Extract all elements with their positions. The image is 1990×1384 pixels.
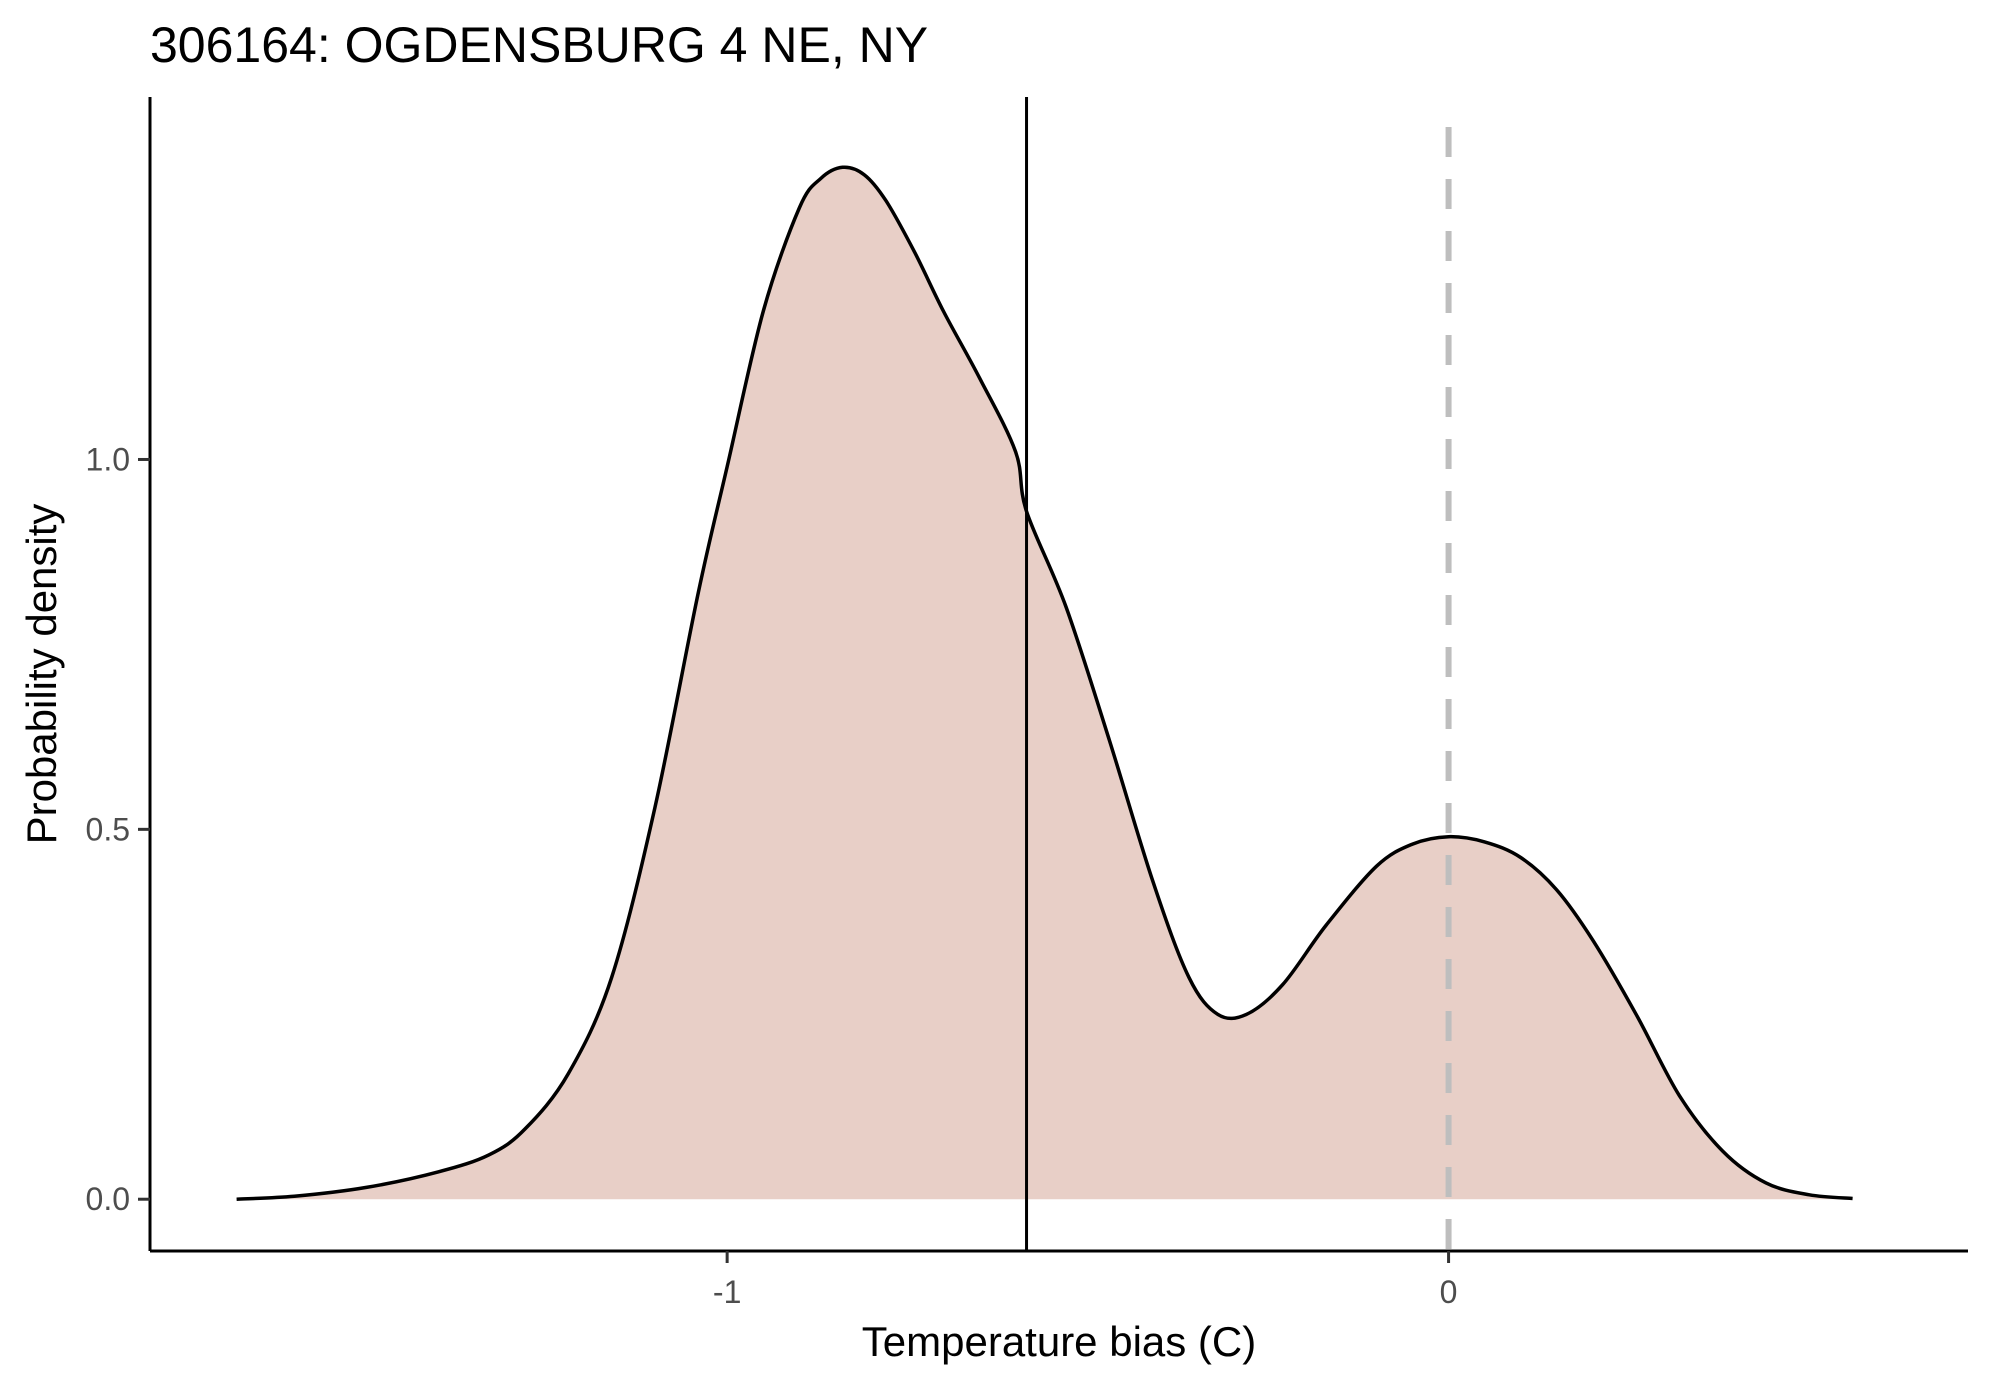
x-ticks: -1 0	[713, 1251, 1458, 1310]
x-tick-label: 0	[1440, 1274, 1458, 1310]
plot-area	[236, 97, 1853, 1251]
density-line	[236, 165, 1853, 1201]
y-axis-title: Probability density	[18, 504, 65, 845]
x-axis-title: Temperature bias (C)	[862, 1318, 1256, 1365]
chart-title: 306164: OGDENSBURG 4 NE, NY	[150, 17, 928, 73]
y-tick-label: 1.0	[86, 441, 130, 477]
x-tick-label: -1	[713, 1274, 741, 1310]
y-tick-label: 0.0	[86, 1181, 130, 1217]
y-ticks: 0.0 0.5 1.0	[86, 441, 150, 1217]
y-tick-label: 0.5	[86, 811, 130, 847]
density-area	[236, 167, 1853, 1200]
